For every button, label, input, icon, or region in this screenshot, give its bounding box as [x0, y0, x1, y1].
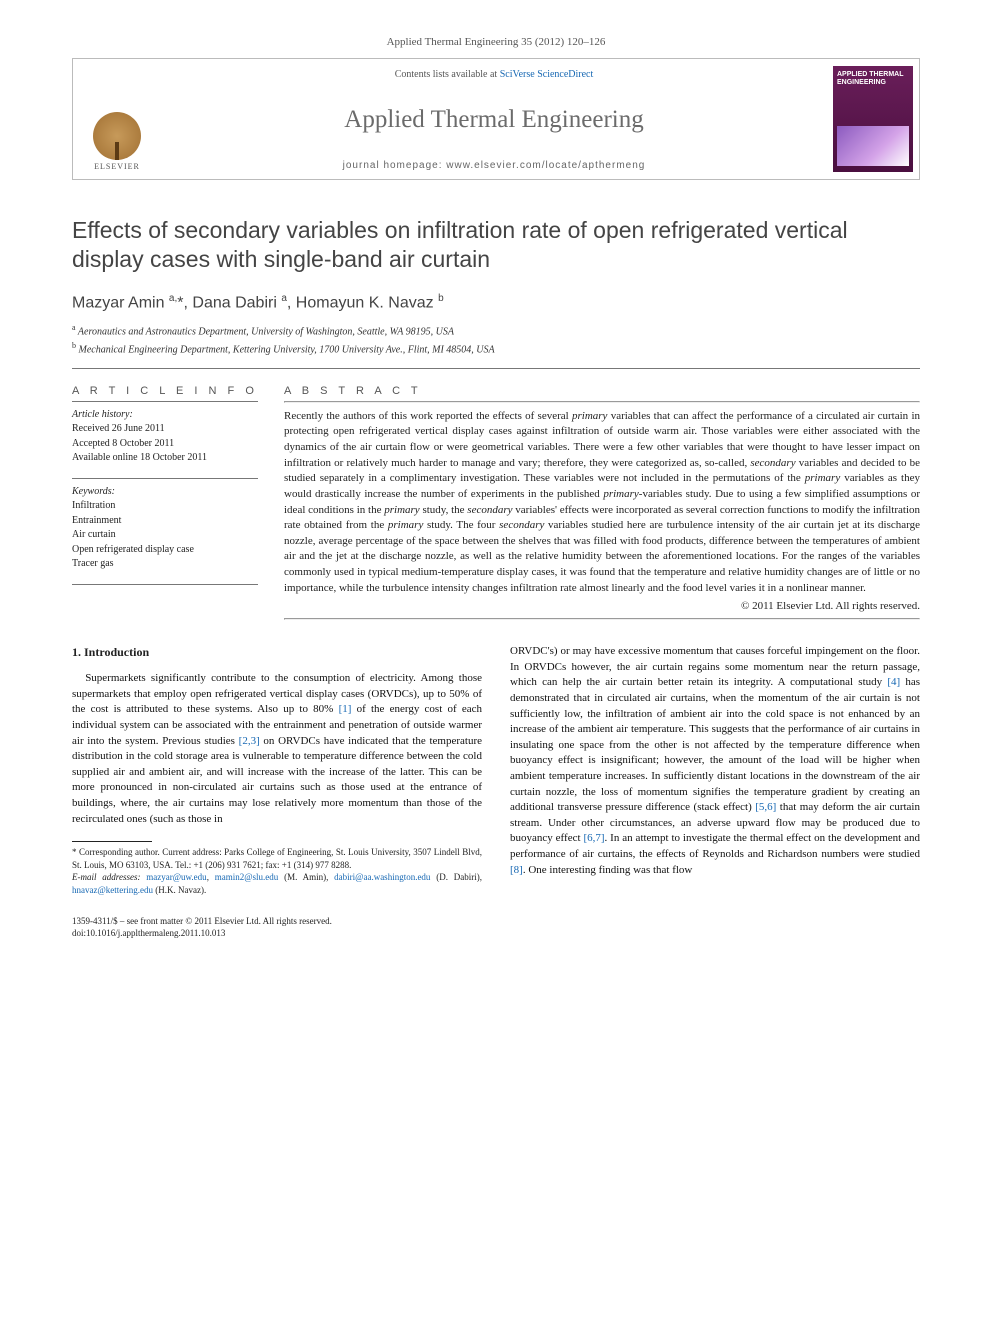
masthead-banner: ELSEVIER Contents lists available at Sci… — [72, 58, 920, 180]
affiliation-a: Aeronautics and Astronautics Department,… — [78, 327, 454, 338]
sciencedirect-link[interactable]: SciVerse ScienceDirect — [500, 69, 594, 80]
citation-link[interactable]: [4] — [887, 676, 900, 688]
keyword: Infiltration — [72, 499, 258, 514]
citation-link[interactable]: [2,3] — [239, 735, 260, 747]
email-addresses: E-mail addresses: mazyar@uw.edu, mamin2@… — [72, 871, 482, 896]
author-1[interactable]: Mazyar Amin — [72, 294, 164, 311]
keyword: Entrainment — [72, 514, 258, 529]
divider — [72, 401, 258, 402]
email-link[interactable]: hnavaz@kettering.edu — [72, 885, 153, 895]
footnote-block: * Corresponding author. Current address:… — [72, 841, 482, 896]
article-info-heading: A R T I C L E I N F O — [72, 385, 258, 397]
cover-art-icon — [837, 126, 909, 166]
abstract-text: Recently the authors of this work report… — [284, 409, 920, 596]
elsevier-tree-icon — [93, 112, 141, 160]
article-title: Effects of secondary variables on infilt… — [72, 216, 920, 275]
divider — [72, 478, 258, 479]
author-list: Mazyar Amin a,*, Dana Dabiri a, Homayun … — [72, 293, 920, 312]
email-name: (D. Dabiri), — [436, 872, 482, 882]
email-name: (M. Amin), — [284, 872, 328, 882]
article-history: Article history: Received 26 June 2011 A… — [72, 408, 258, 466]
contents-lists-line: Contents lists available at SciVerse Sci… — [395, 69, 594, 80]
online-date: Available online 18 October 2011 — [72, 451, 258, 466]
emails-label: E-mail addresses: — [72, 872, 140, 882]
publisher-name: ELSEVIER — [94, 162, 140, 171]
section-heading: 1. Introduction — [72, 644, 482, 661]
abstract-heading: A B S T R A C T — [284, 385, 920, 397]
history-label: Article history: — [72, 408, 258, 423]
journal-homepage-link[interactable]: journal homepage: www.elsevier.com/locat… — [343, 160, 646, 171]
doi-line[interactable]: doi:10.1016/j.applthermaleng.2011.10.013 — [72, 927, 920, 940]
abstract-column: A B S T R A C T Recently the authors of … — [284, 371, 920, 620]
keyword: Tracer gas — [72, 557, 258, 572]
citation-link[interactable]: [5,6] — [755, 801, 776, 813]
article-info-column: A R T I C L E I N F O Article history: R… — [72, 371, 258, 620]
divider — [284, 401, 920, 403]
journal-title: Applied Thermal Engineering — [344, 106, 643, 134]
abstract-copyright: © 2011 Elsevier Ltd. All rights reserved… — [284, 600, 920, 612]
footnote-divider — [72, 841, 152, 842]
front-matter-line: 1359-4311/$ – see front matter © 2011 El… — [72, 915, 920, 928]
affiliation-b: Mechanical Engineering Department, Kette… — [79, 344, 495, 355]
keywords-label: Keywords: — [72, 485, 258, 500]
author-3[interactable]: Homayun K. Navaz — [296, 294, 434, 311]
journal-reference: Applied Thermal Engineering 35 (2012) 12… — [72, 36, 920, 48]
keywords-block: Keywords: Infiltration Entrainment Air c… — [72, 485, 258, 572]
masthead-center: Contents lists available at SciVerse Sci… — [161, 59, 827, 179]
accepted-date: Accepted 8 October 2011 — [72, 437, 258, 452]
email-link[interactable]: dabiri@aa.washington.edu — [334, 872, 430, 882]
body-columns: 1. Introduction Supermarkets significant… — [72, 644, 920, 897]
received-date: Received 26 June 2011 — [72, 422, 258, 437]
email-name: (H.K. Navaz). — [155, 885, 206, 895]
email-link[interactable]: mamin2@slu.edu — [215, 872, 279, 882]
contents-prefix: Contents lists available at — [395, 69, 500, 80]
citation-link[interactable]: [8] — [510, 864, 523, 876]
body-paragraph: ORVDC's) or may have excessive momentum … — [510, 644, 920, 878]
publisher-cell: ELSEVIER — [73, 59, 161, 179]
cover-title: APPLIED THERMAL ENGINEERING — [837, 71, 909, 86]
divider — [284, 618, 920, 620]
elsevier-logo[interactable]: ELSEVIER — [93, 112, 141, 171]
author-2[interactable]: Dana Dabiri — [192, 294, 276, 311]
journal-cover-thumb[interactable]: APPLIED THERMAL ENGINEERING — [833, 66, 913, 172]
email-link[interactable]: mazyar@uw.edu — [146, 872, 206, 882]
citation-link[interactable]: [1] — [339, 703, 352, 715]
body-paragraph: Supermarkets significantly contribute to… — [72, 671, 482, 827]
cover-cell: APPLIED THERMAL ENGINEERING — [827, 59, 919, 179]
keyword: Open refrigerated display case — [72, 543, 258, 558]
citation-link[interactable]: [6,7] — [583, 832, 604, 844]
corresponding-author-note: * Corresponding author. Current address:… — [72, 846, 482, 871]
page-footer: 1359-4311/$ – see front matter © 2011 El… — [72, 915, 920, 940]
divider — [72, 368, 920, 369]
affiliations: a Aeronautics and Astronautics Departmen… — [72, 322, 920, 358]
info-abstract-row: A R T I C L E I N F O Article history: R… — [72, 371, 920, 620]
keyword: Air curtain — [72, 528, 258, 543]
divider — [72, 584, 258, 585]
